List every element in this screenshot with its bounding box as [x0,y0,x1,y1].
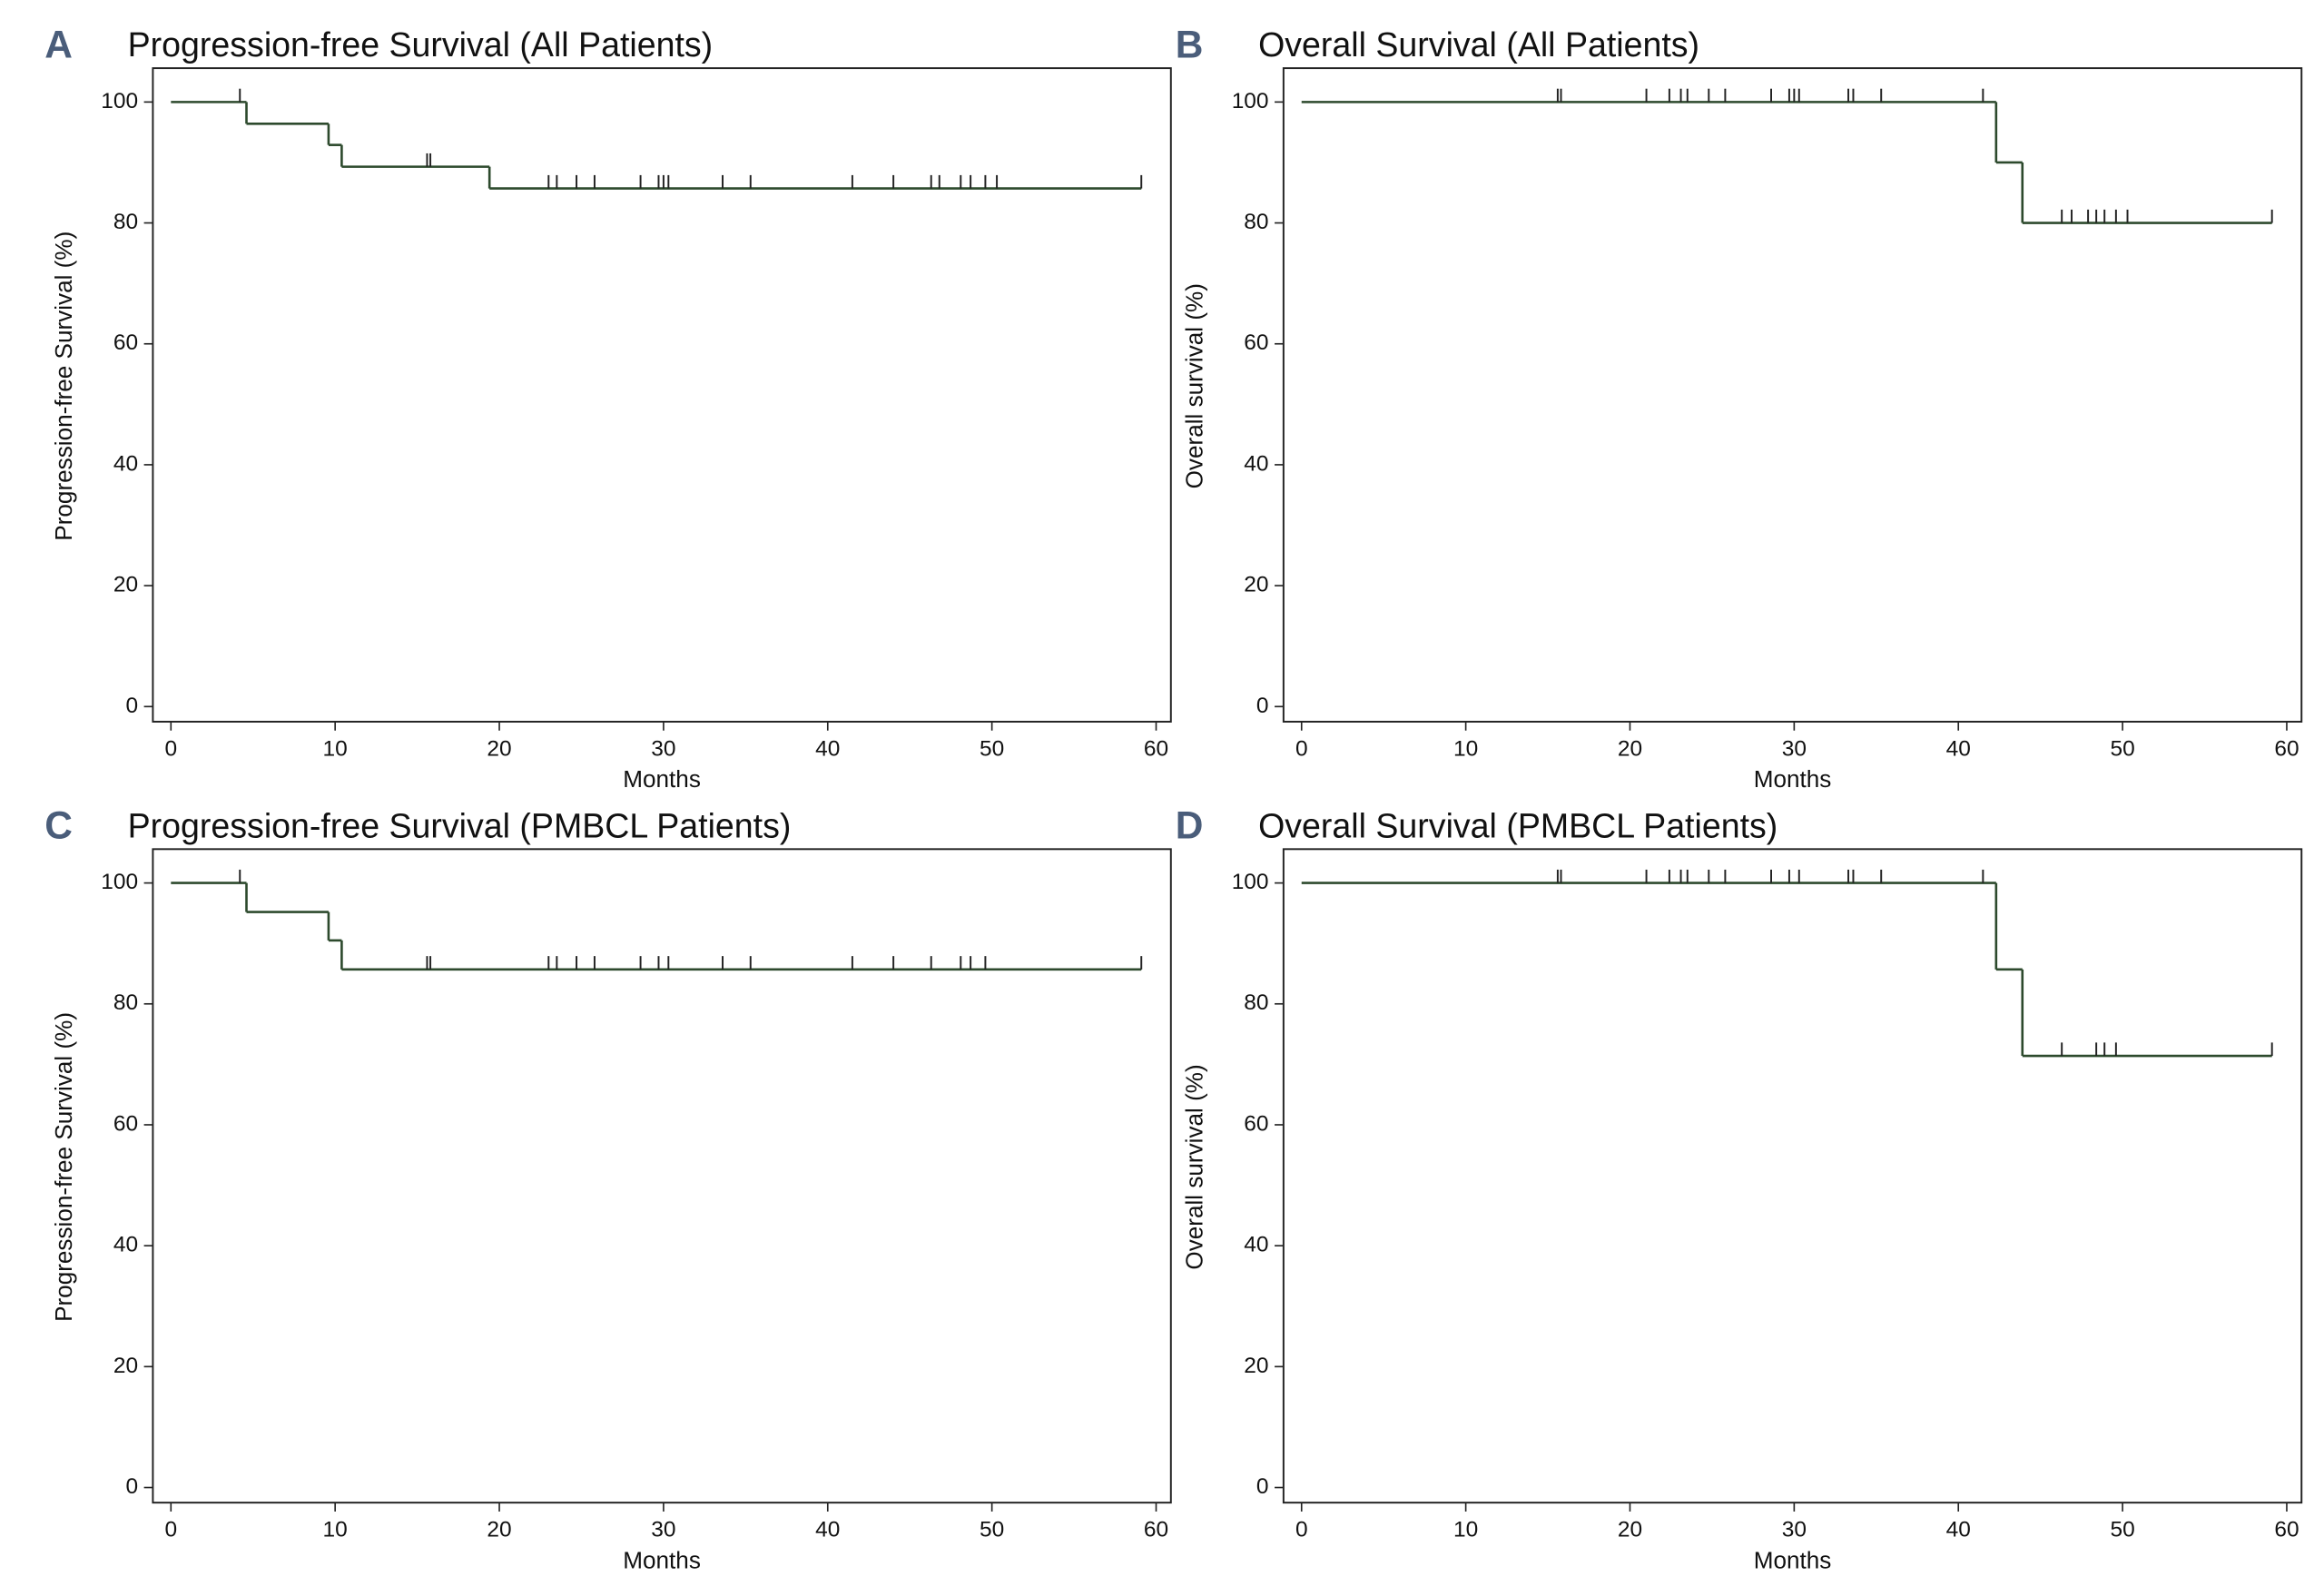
x-tick-label: 40 [1946,736,1971,761]
x-tick-label: 20 [487,736,511,761]
y-tick-label: 100 [1232,89,1269,113]
y-tick-label: 60 [113,330,138,355]
x-tick-label: 10 [323,1518,348,1542]
y-tick-label: 20 [113,1354,138,1378]
x-tick-label: 50 [2110,736,2134,761]
y-tick-label: 80 [113,210,138,234]
plot-frame [1282,67,2303,723]
y-tick-label: 100 [101,89,138,113]
x-tick-label: 30 [1782,1518,1807,1542]
x-tick-label: 10 [1453,1518,1478,1542]
y-tick-label: 40 [1244,451,1268,476]
chart-title: Overall Survival (PMBCL Patients) [1258,806,1777,844]
y-axis-label: Overall survival (%) [1180,1064,1207,1269]
panel-letter: A [44,23,73,65]
x-tick-label: 20 [1618,1518,1642,1542]
y-axis-label: Overall survival (%) [1180,283,1207,488]
y-axis-label: Progression-free Survival (%) [50,232,77,541]
plot-frame [152,848,1172,1504]
panel: C Progression-free Survival (PMBCL Patien… [44,804,1172,1573]
y-tick-label: 60 [1244,330,1268,355]
y-axis-label: Progression-free Survival (%) [50,1012,77,1322]
x-tick-label: 60 [1144,1518,1168,1542]
x-tick-label: 30 [1782,736,1807,761]
panel-letter: C [44,804,73,847]
x-tick-label: 10 [1453,736,1478,761]
y-tick-label: 80 [113,990,138,1015]
x-tick-label: 50 [980,1518,1004,1542]
y-tick-label: 0 [125,694,138,718]
x-tick-label: 0 [1295,1518,1308,1542]
panel: A Progression-free Survival (All Patients… [44,23,1172,793]
chart-title: Overall Survival (All Patients) [1258,25,1699,64]
y-tick-label: 20 [1244,573,1268,597]
x-tick-label: 50 [2110,1518,2134,1542]
x-tick-label: 40 [815,736,840,761]
chart-title: Progression-free Survival (PMBCL Patient… [128,806,792,844]
x-tick-label: 50 [980,736,1004,761]
plot-frame [152,67,1172,723]
x-axis-label: Months [623,765,701,793]
panel: D Overall Survival (PMBCL Patients) 0 20 40 6… [1176,804,2303,1573]
y-tick-label: 0 [1256,694,1269,718]
x-axis-label: Months [1754,765,1832,793]
y-tick-label: 100 [1232,870,1269,894]
x-tick-label: 20 [1618,736,1642,761]
x-tick-label: 0 [164,736,177,761]
x-tick-label: 20 [487,1518,511,1542]
panel-letter: D [1176,804,1204,847]
x-axis-label: Months [623,1546,701,1573]
x-tick-label: 40 [815,1518,840,1542]
y-tick-label: 20 [1244,1354,1268,1378]
x-tick-label: 0 [164,1518,177,1542]
panel: B Overall Survival (All Patients) 0 20 40 60 8… [1176,23,2303,793]
y-tick-label: 80 [1244,990,1268,1015]
plot-frame [1282,848,2303,1504]
x-tick-label: 60 [1144,736,1168,761]
y-tick-label: 40 [113,451,138,476]
y-tick-label: 60 [1244,1111,1268,1136]
y-tick-label: 40 [1244,1233,1268,1257]
panel-letter: B [1176,23,1204,65]
y-tick-label: 60 [113,1111,138,1136]
x-tick-label: 30 [651,1518,675,1542]
x-tick-label: 60 [2274,736,2299,761]
x-tick-label: 40 [1946,1518,1971,1542]
x-tick-label: 60 [2274,1518,2299,1542]
x-tick-label: 10 [323,736,348,761]
y-tick-label: 40 [113,1233,138,1257]
y-tick-label: 20 [113,573,138,597]
y-tick-label: 80 [1244,210,1268,234]
x-tick-label: 0 [1295,736,1308,761]
y-tick-label: 0 [125,1474,138,1499]
x-axis-label: Months [1754,1546,1832,1573]
x-tick-label: 30 [651,736,675,761]
y-tick-label: 100 [101,870,138,894]
chart-title: Progression-free Survival (All Patients) [128,25,714,64]
y-tick-label: 0 [1256,1474,1269,1499]
